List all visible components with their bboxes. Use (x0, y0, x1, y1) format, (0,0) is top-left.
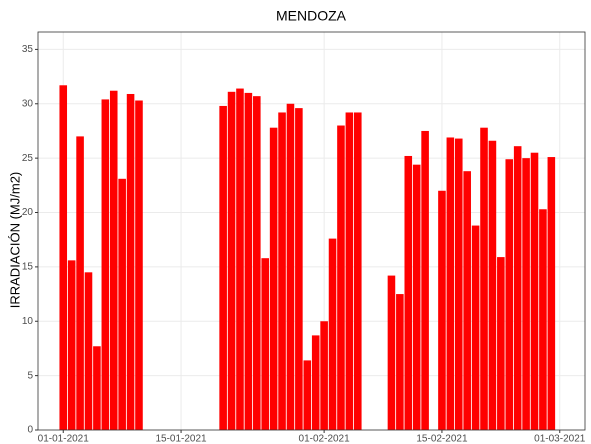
y-tick-label: 5 (27, 370, 33, 381)
x-tick-label: 01-02-2021 (299, 434, 351, 444)
bar (387, 275, 396, 430)
bar (219, 105, 227, 430)
y-tick-label: 0 (27, 425, 33, 436)
bar (522, 158, 530, 430)
bar (404, 155, 413, 430)
bar (244, 92, 253, 430)
bar (454, 138, 463, 431)
bar (101, 99, 110, 430)
x-tick-label: 01-01-2021 (38, 434, 90, 444)
bar (328, 238, 337, 430)
bar (135, 100, 143, 431)
bar (236, 88, 244, 430)
bar (286, 103, 295, 430)
bar (446, 137, 455, 430)
bar (505, 159, 514, 431)
bar (463, 171, 471, 430)
bar (253, 96, 261, 430)
y-tick-label: 10 (22, 316, 34, 327)
bar (93, 346, 101, 430)
bar (261, 258, 270, 430)
bar (353, 112, 362, 431)
y-tick-label: 30 (22, 98, 34, 109)
chart-title: MENDOZA (276, 8, 347, 24)
bar (126, 93, 135, 430)
bar (109, 90, 118, 430)
y-tick-label: 20 (22, 207, 34, 218)
bar (118, 178, 126, 430)
bar (488, 140, 497, 430)
bar (303, 360, 312, 430)
bar (480, 127, 488, 430)
bar (76, 136, 84, 431)
bar (547, 157, 556, 431)
bar (295, 108, 303, 431)
bar (412, 164, 421, 430)
panel-border (37, 31, 586, 431)
y-axis-label: IRRADIACIÓN (MJ/m2) (7, 172, 22, 309)
y-tick-label: 15 (22, 262, 34, 273)
bar (67, 260, 76, 430)
bar (539, 209, 547, 430)
x-tick-label: 15-02-2021 (416, 434, 468, 444)
bar (59, 85, 68, 431)
bar (311, 335, 320, 430)
bar (278, 112, 286, 431)
x-tick-label: 01-03-2021 (534, 434, 586, 444)
bar (227, 91, 236, 430)
bar (84, 272, 93, 430)
bar (421, 130, 429, 430)
bar (396, 294, 404, 430)
bar (345, 112, 354, 431)
bar (497, 257, 505, 430)
y-tick-label: 25 (22, 153, 34, 164)
bar (471, 225, 480, 430)
bar (513, 146, 522, 430)
bar (530, 152, 539, 430)
bar (320, 321, 328, 430)
bar (337, 125, 345, 430)
y-tick-label: 35 (22, 44, 34, 55)
x-tick-label: 15-01-2021 (155, 434, 207, 444)
bar (269, 127, 278, 430)
bar (438, 190, 446, 430)
